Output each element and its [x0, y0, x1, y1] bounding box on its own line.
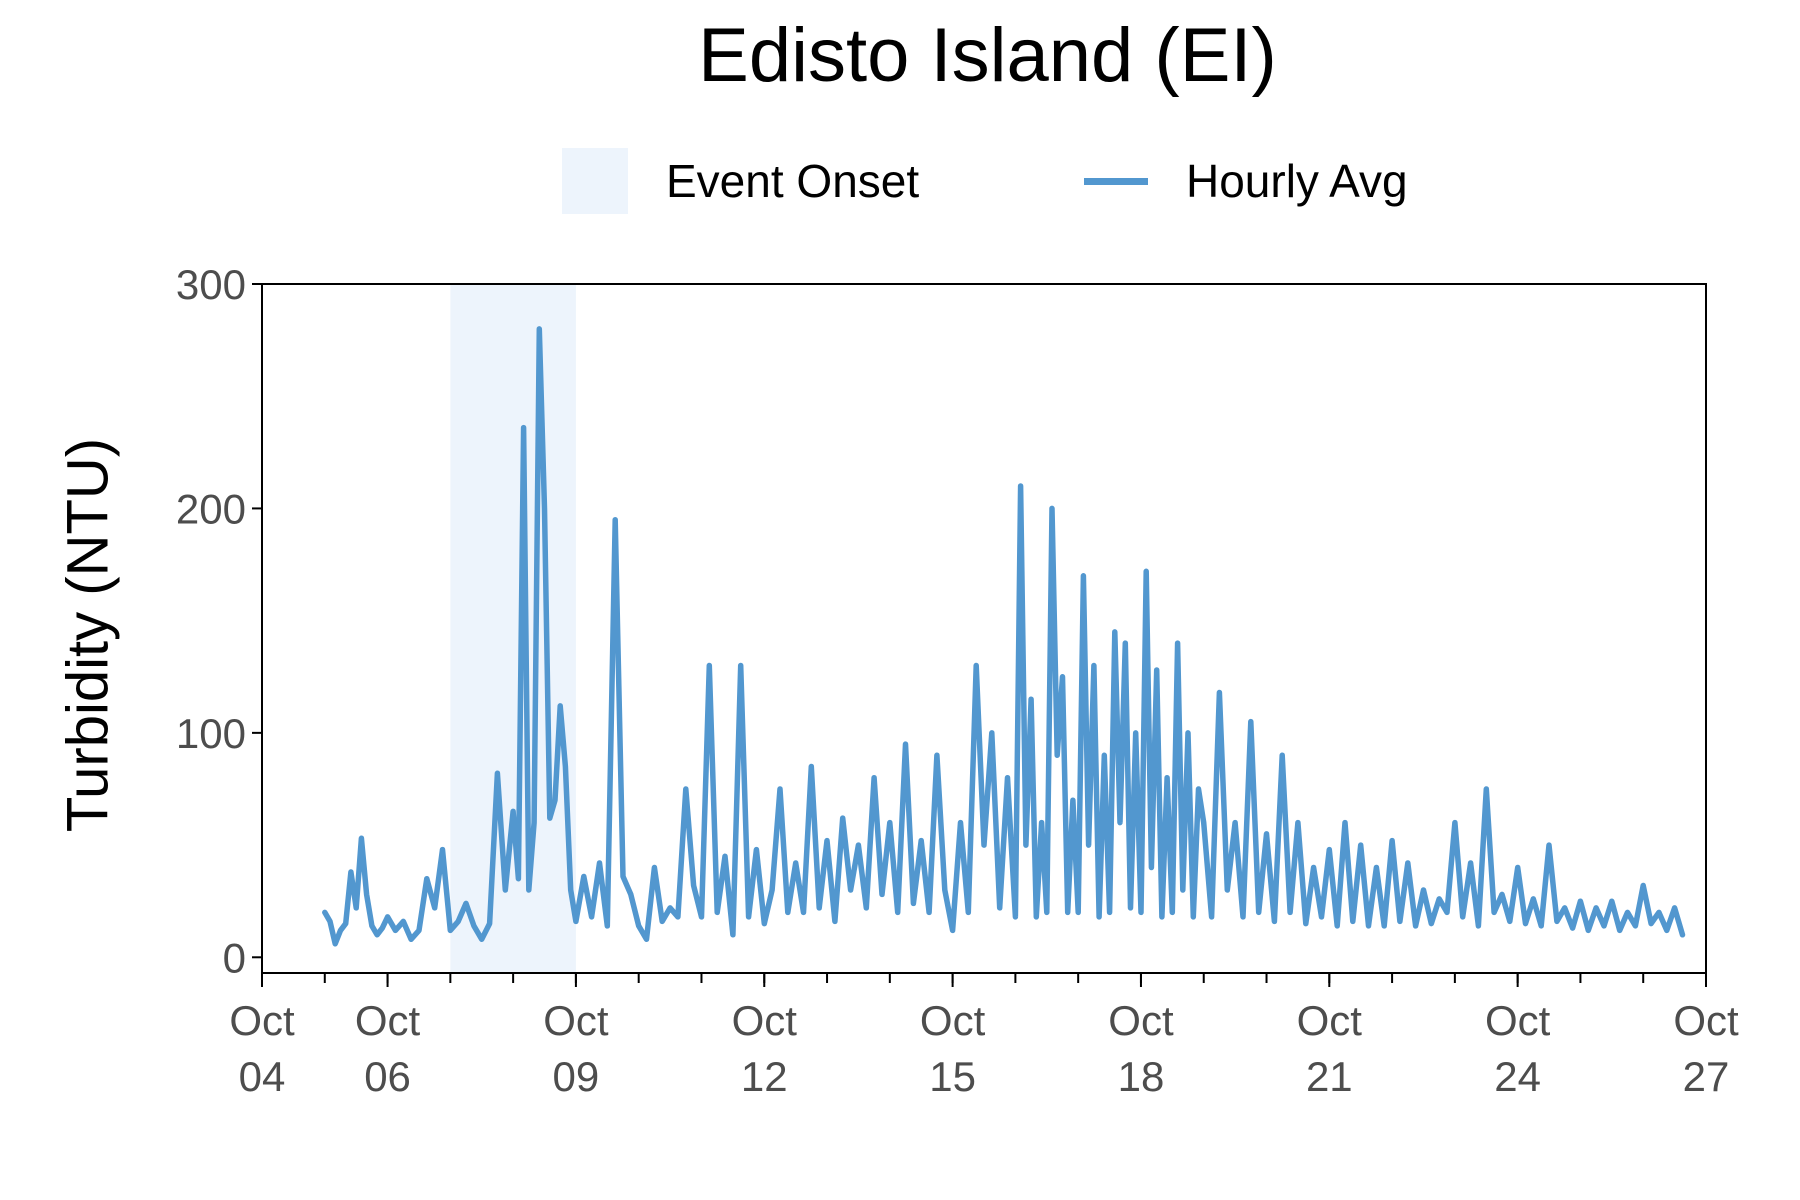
axis-layer: 0 100 200 300 Oct 04 Oct 06 Oct 09 Oct 12 Oct 15 Oct 18…	[176, 261, 1739, 1100]
x-tick-label-month: Oct	[355, 997, 421, 1044]
x-tick-label-month: Oct	[229, 997, 295, 1044]
x-tick-label-month: Oct	[732, 997, 798, 1044]
x-tick-label-day: 21	[1306, 1053, 1353, 1100]
y-tick-label: 300	[176, 261, 246, 308]
x-tick-label-day: 15	[929, 1053, 976, 1100]
x-tick-label-month: Oct	[920, 997, 986, 1044]
x-tick-label-day: 04	[239, 1053, 286, 1100]
x-tick-label-day: 12	[741, 1053, 788, 1100]
series-layer	[322, 326, 1686, 947]
series-line-hourly-avg	[322, 326, 1686, 947]
y-tick-label: 200	[176, 485, 246, 532]
legend-item-event-onset: Event Onset	[562, 148, 919, 214]
x-tick-label-month: Oct	[1485, 997, 1551, 1044]
y-tick-label: 0	[223, 934, 246, 981]
event-onset-band	[450, 284, 576, 973]
chart-title: Edisto Island (EI)	[698, 13, 1277, 98]
x-tick-label-month: Oct	[1108, 997, 1174, 1044]
x-tick-label-month: Oct	[1297, 997, 1363, 1044]
event-layer	[450, 284, 576, 973]
x-tick-label-day: 24	[1494, 1053, 1541, 1100]
legend-item-hourly-avg: Hourly Avg	[1084, 148, 1408, 214]
legend-label-hourly-avg: Hourly Avg	[1186, 155, 1408, 207]
x-tick-label-day: 06	[364, 1053, 411, 1100]
x-tick-label-day: 09	[553, 1053, 600, 1100]
legend-swatch-hourly-avg	[1084, 177, 1148, 185]
legend-swatch-event-onset	[562, 148, 628, 214]
legend-label-event-onset: Event Onset	[666, 155, 920, 207]
x-tick-label-day: 18	[1118, 1053, 1165, 1100]
x-tick-label-month: Oct	[543, 997, 609, 1044]
x-tick-label-month: Oct	[1673, 997, 1739, 1044]
plot-border	[261, 283, 1707, 974]
x-tick-label-day: 27	[1683, 1053, 1730, 1100]
y-tick-label: 100	[176, 710, 246, 757]
